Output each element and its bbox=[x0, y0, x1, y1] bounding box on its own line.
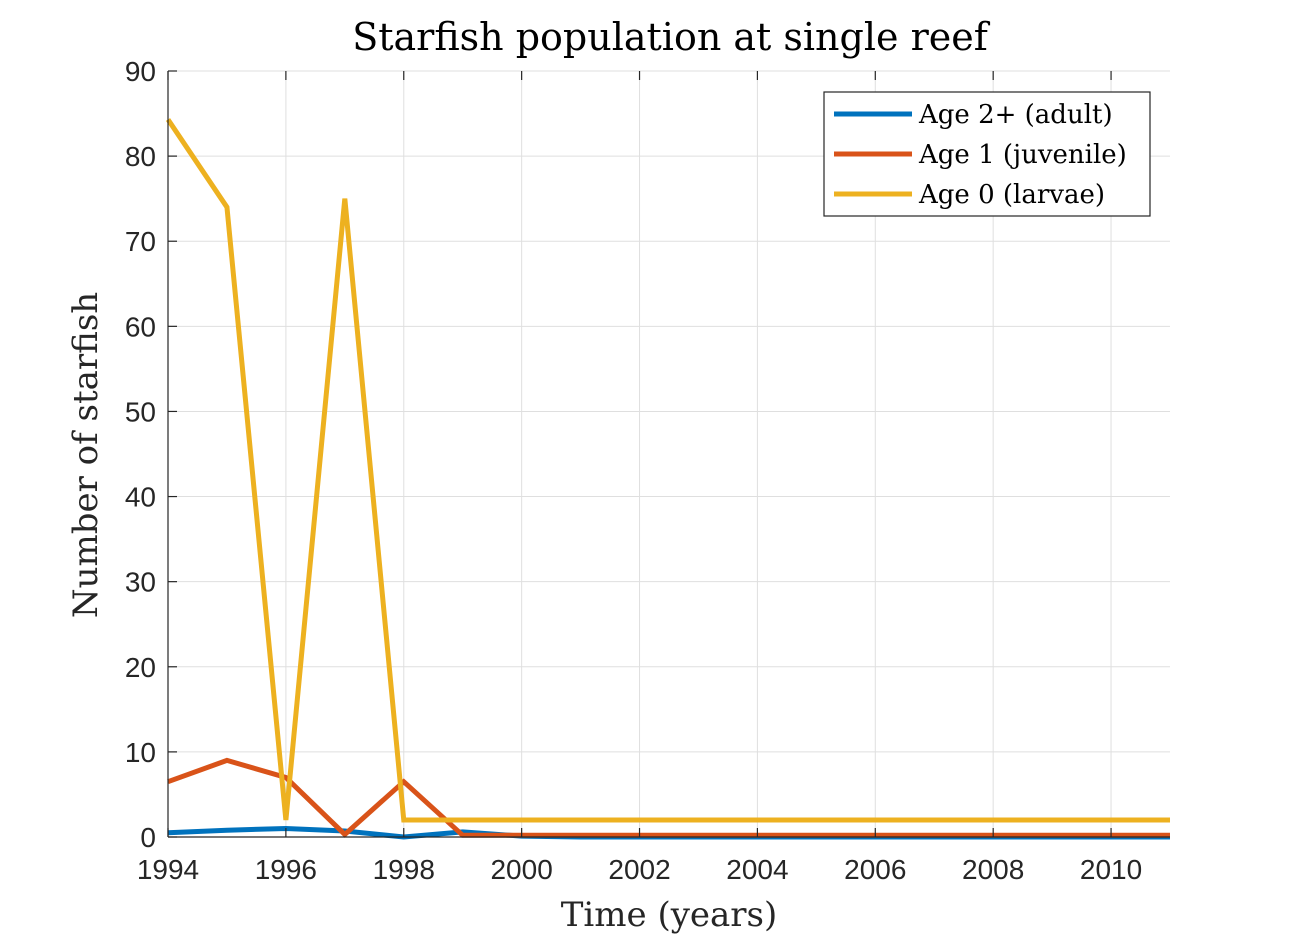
y-tick-label: 80 bbox=[125, 141, 156, 172]
x-tick-label: 2010 bbox=[1080, 854, 1142, 885]
y-tick-label: 50 bbox=[125, 396, 156, 427]
x-tick-label: 2006 bbox=[844, 854, 906, 885]
legend-entry: Age 2+ (adult) bbox=[834, 100, 1113, 130]
chart-title: Starfish population at single reef bbox=[352, 15, 991, 59]
x-tick-label: 1998 bbox=[373, 854, 435, 885]
y-tick-label: 10 bbox=[125, 737, 156, 768]
series-line-2 bbox=[165, 118, 1170, 823]
legend-entry: Age 1 (juvenile) bbox=[834, 140, 1127, 170]
legend: Age 2+ (adult) Age 1 (juvenile) Age 0 (lar… bbox=[823, 91, 1151, 217]
legend-entry: Age 0 (larvae) bbox=[834, 180, 1105, 210]
y-axis-label: Number of starfish bbox=[66, 292, 106, 618]
x-tick-label: 1994 bbox=[137, 854, 199, 885]
x-axis-label: Time (years) bbox=[561, 895, 778, 935]
legend-label: Age 1 (juvenile) bbox=[918, 140, 1127, 170]
grid-lines bbox=[167, 70, 1170, 838]
y-tick-label: 20 bbox=[125, 652, 156, 683]
y-tick-label: 0 bbox=[140, 822, 156, 853]
y-tick-label: 40 bbox=[125, 482, 156, 513]
y-tick-label: 70 bbox=[125, 226, 156, 257]
legend-label: Age 0 (larvae) bbox=[918, 180, 1105, 210]
series-lines bbox=[165, 118, 1170, 840]
series-line-1 bbox=[167, 757, 1170, 838]
tick-labels: 1994 1996 1998 2000 2002 2004 2006 2008 2010 0 10 2… bbox=[125, 56, 1142, 885]
x-tick-label: 2008 bbox=[962, 854, 1024, 885]
y-tick-label: 30 bbox=[125, 567, 156, 598]
x-tick-label: 1996 bbox=[255, 854, 317, 885]
axes bbox=[167, 70, 1170, 838]
y-tick-label: 90 bbox=[125, 56, 156, 87]
legend-label: Age 2+ (adult) bbox=[918, 100, 1113, 130]
x-tick-label: 2000 bbox=[490, 854, 552, 885]
y-tick-label: 60 bbox=[125, 311, 156, 342]
x-tick-label: 2004 bbox=[726, 854, 788, 885]
x-tick-label: 2002 bbox=[608, 854, 670, 885]
